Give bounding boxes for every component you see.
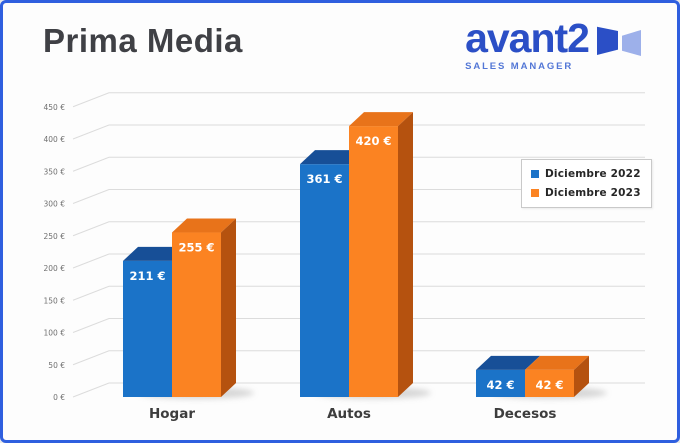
bar-dic2023-decesos-front <box>525 369 574 397</box>
category-label-hogar: Hogar <box>149 406 195 422</box>
bar-dic2023-autos-side <box>398 112 413 397</box>
legend-swatch-2022 <box>531 170 539 178</box>
legend-item-diciembre-2022: Diciembre 2022 <box>531 168 641 180</box>
bar-dic2023-decesos-side <box>574 355 589 397</box>
legend-item-diciembre-2023: Diciembre 2023 <box>531 187 641 199</box>
bar-dic2023-autos-top <box>349 112 413 127</box>
chart-legend: Diciembre 2022 Diciembre 2023 <box>521 159 652 208</box>
y-tick-label-250: 250 € <box>44 232 66 241</box>
bar-value-label-dic2023-decesos: 42 € <box>535 378 563 392</box>
bar-dic2023-decesos-top <box>525 355 589 370</box>
bar-value-label-dic2022-autos: 361 € <box>306 172 342 186</box>
gridline-450 <box>72 92 645 108</box>
bar-dic2023-hogar-side <box>221 218 236 397</box>
gridline-400 <box>72 124 645 140</box>
prima-media-bar-chart: 0 € 50 € 100 € 150 € 200 € 250 € 300 € 350 € 400… <box>44 92 645 422</box>
y-tick-label-100: 100 € <box>44 329 66 338</box>
gridline-100 <box>72 318 645 333</box>
legend-label-2023: Diciembre 2023 <box>545 187 641 199</box>
y-tick-label-400: 400 € <box>44 135 66 144</box>
y-tick-label-450: 450 € <box>44 103 66 112</box>
labels: 211 € 255 € Hogar 361 € 420 € Autos 42 € 42 € De… <box>129 134 563 422</box>
bar-dic2022-autos-top <box>300 150 364 165</box>
gridline-150 <box>72 285 645 301</box>
bar-dic2022-hogar-top <box>123 246 187 261</box>
y-tick-label-300: 300 € <box>44 200 66 209</box>
bar-dic2022-hogar-front <box>123 260 172 397</box>
bar-dic2022-decesos-top <box>476 355 540 370</box>
bars <box>123 112 589 397</box>
bar-dic2023-autos-front <box>349 126 398 397</box>
y-tick-label-50: 50 € <box>48 361 65 370</box>
gridline-200 <box>72 253 645 269</box>
bar-dic2022-autos-front <box>300 164 349 397</box>
y-tick-label-350: 350 € <box>44 167 66 176</box>
gridline-50 <box>72 350 645 366</box>
y-tick-label-0: 0 € <box>53 393 65 402</box>
bar-value-label-dic2022-decesos: 42 € <box>486 378 514 392</box>
gridline-300 <box>72 189 645 204</box>
bar-dic2022-decesos-front <box>476 369 525 397</box>
bar-value-label-dic2023-autos: 420 € <box>355 134 391 148</box>
gridline-250 <box>72 221 645 237</box>
y-tick-label-150: 150 € <box>44 296 66 305</box>
bar-value-label-dic2022-hogar: 211 € <box>129 269 165 283</box>
legend-label-2022: Diciembre 2022 <box>545 168 641 180</box>
category-label-autos: Autos <box>327 406 371 422</box>
gridline-0 <box>72 382 645 398</box>
bar-value-label-dic2023-hogar: 255 € <box>178 241 214 255</box>
y-tick-label-200: 200 € <box>44 264 66 273</box>
bar-dic2023-hogar-front <box>172 232 221 397</box>
gridline-350 <box>72 156 645 172</box>
category-label-decesos: Decesos <box>494 406 557 422</box>
legend-swatch-2023 <box>531 189 539 197</box>
bar-dic2023-hogar-top <box>172 218 236 233</box>
gridlines: 0 € 50 € 100 € 150 € 200 € 250 € 300 € 350 € 400… <box>44 92 645 402</box>
